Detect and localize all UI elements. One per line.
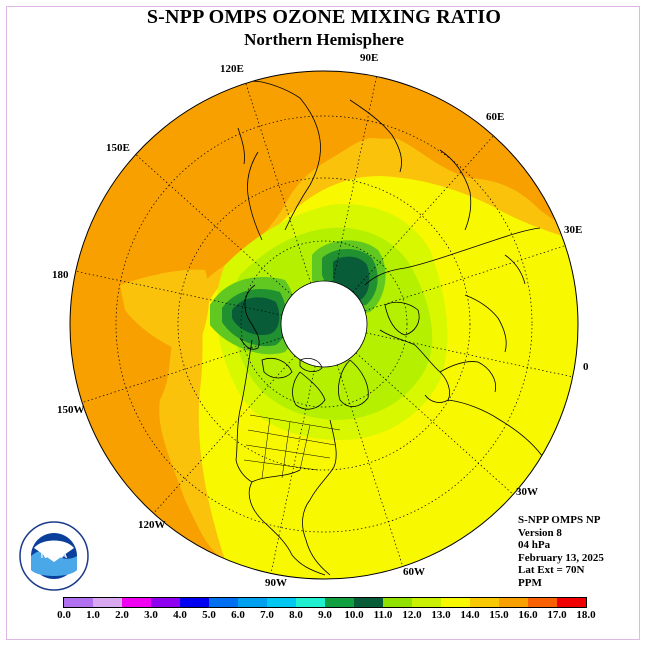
colorbar-segment [354,598,383,607]
info-pressure: 04 hPa [518,539,551,552]
colorbar-segment [383,598,412,607]
colorbar-tick-label: 9.0 [318,609,332,621]
lon-label-120w: 120W [138,519,166,531]
figure-subtitle: Northern Hemisphere [244,30,404,49]
lon-label-30e: 30E [564,224,582,236]
field-light-orange-inner [120,269,210,355]
colorbar-segment [93,598,122,607]
colorbar-segment [296,598,325,607]
colorbar-segment [122,598,151,607]
colorbar-tick-label: 0.0 [57,609,71,621]
us-state-boundaries [243,414,341,479]
polar-night-disk [280,280,368,368]
colorbar-segment [238,598,267,607]
colorbar-tick-label: 15.0 [489,609,509,621]
meridian-line [75,270,283,316]
field-dark-green-left [232,297,280,336]
colorbar-tick-label: 16.0 [518,609,538,621]
lon-label-150w: 150W [57,404,85,416]
meridian-line [153,355,296,513]
colorbar-tick-label: 6.0 [231,609,245,621]
colorbar-segment [209,598,238,607]
colorbar-tick-label: 13.0 [431,609,451,621]
colorbar-segment [412,598,441,607]
colorbar-tick-label: 17.0 [547,609,567,621]
field-orange-lobe [328,88,464,139]
colorbar-segment [151,598,180,607]
colorbar-tick-label: 14.0 [460,609,480,621]
info-units: PPM [518,576,542,589]
figure-title: S-NPP OMPS OZONE MIXING RATIO [146,6,502,28]
meridian-line [135,153,293,296]
lon-label-180: 180 [52,269,69,281]
lon-label-150e: 150E [106,142,130,154]
colorbar [63,597,587,608]
figure-frame [6,6,640,640]
info-date: February 13, 2025 [518,551,604,564]
colorbar-segment [180,598,209,607]
colorbar-tick-label: 4.0 [173,609,187,621]
longitude-labels: 90E 60E 30E 0 30W 60W 90W 120W 150W 180 … [52,52,589,589]
colorbar-segment [499,598,528,607]
colorbar-tick-label: 11.0 [373,609,393,621]
colorbar-tick-label: 2.0 [115,609,129,621]
colorbar-tick-label: 10.0 [344,609,364,621]
lon-label-60w: 60W [403,566,425,578]
colorbar-tick-label: 18.0 [576,609,596,621]
colorbar-tick-label: 5.0 [202,609,216,621]
lon-label-120e: 120E [220,63,244,75]
info-lat-ext: Lat Ext = 70N [518,564,585,577]
coastlines [227,80,554,576]
colorbar-segment [470,598,499,607]
colorbar-segment [557,598,586,607]
meridian-line [355,352,513,495]
colorbar-segment [441,598,470,607]
colorbar-tick-label: 1.0 [86,609,100,621]
meridian-line [365,332,573,378]
colorbar-tick-label: 3.0 [144,609,158,621]
meridian-line [352,135,495,293]
lon-label-30w: 30W [516,486,538,498]
graticule [75,75,573,573]
colorbar-segment [64,598,93,607]
lon-label-0: 0 [583,361,589,373]
colorbar-segment [325,598,354,607]
colorbar-tick-label: 7.0 [260,609,274,621]
colorbar-segment [267,598,296,607]
logo-text: NOAA [41,550,68,560]
meridian-line [364,245,566,312]
lon-label-90e: 90E [360,52,378,64]
meridian-line [332,75,378,283]
field-orange [70,71,578,579]
noaa-logo: NOAA [19,521,89,591]
colorbar-tick-label: 12.0 [402,609,422,621]
colorbar-tick-label: 8.0 [289,609,303,621]
info-version: Version 8 [518,526,562,539]
map-boundary [69,70,579,580]
lon-label-90w: 90W [265,577,287,589]
info-instrument: S-NPP OMPS NP [518,514,601,526]
colorbar-segment [528,598,557,607]
info-panel: S-NPP OMPS NP Version 8 04 hPa February … [518,514,604,590]
meridian-line [270,365,316,573]
lon-label-60e: 60E [486,111,504,123]
